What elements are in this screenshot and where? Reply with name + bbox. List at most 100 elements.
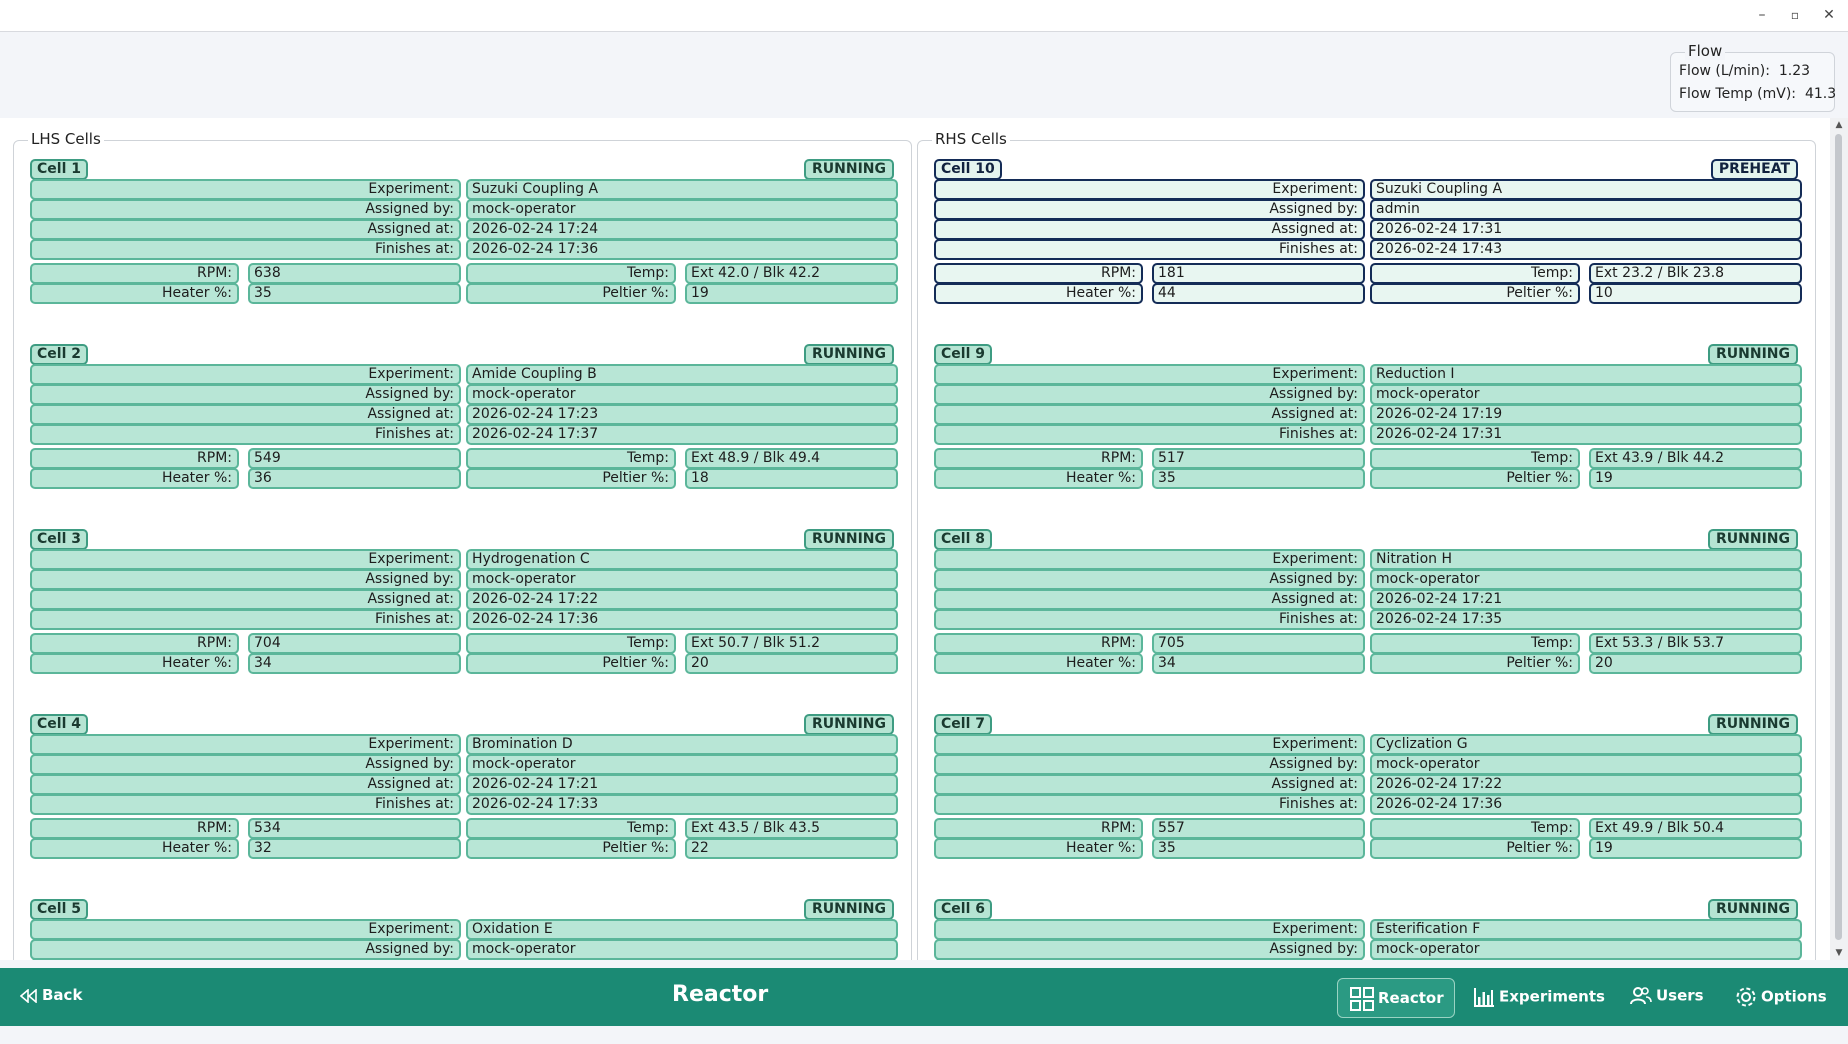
field-value-assigned_at: 2026-02-24 17:21: [1370, 589, 1802, 610]
field-value-temp: Ext 53.3 / Blk 53.7: [1589, 633, 1802, 654]
field-value-experiment: Suzuki Coupling A: [466, 179, 898, 200]
field-label-assigned_at: Assigned at:: [30, 774, 461, 795]
field-label-peltier: Peltier %:: [466, 468, 676, 489]
field-label-assigned_at: Assigned at:: [934, 589, 1365, 610]
nav-users-button[interactable]: Users: [1630, 986, 1704, 1006]
field-label-assigned_at: Assigned at:: [934, 404, 1365, 425]
field-label-assigned_by: Assigned by:: [934, 199, 1365, 220]
field-label-experiment: Experiment:: [934, 364, 1365, 385]
field-value-heater: 44: [1152, 283, 1365, 304]
field-label-rpm: RPM:: [934, 263, 1143, 284]
field-label-assigned_at: Assigned at:: [934, 219, 1365, 240]
field-value-assigned_at: 2026-02-24 17:22: [466, 589, 898, 610]
back-button[interactable]: Back: [19, 986, 82, 1004]
nav-users-label: Users: [1656, 986, 1704, 1005]
field-label-finishes_at: Finishes at:: [934, 239, 1365, 260]
field-label-experiment: Experiment:: [934, 549, 1365, 570]
cells-scroll-area[interactable]: LHS Cells Cell 1 RUNNING Experiment: Suzuki…: [0, 118, 1830, 960]
field-label-peltier: Peltier %:: [1370, 283, 1580, 304]
field-value-rpm: 549: [248, 448, 461, 469]
field-value-heater: 35: [248, 283, 461, 304]
maximize-icon[interactable]: ▫: [1790, 8, 1800, 22]
field-value-assigned_by: mock-operator: [1370, 939, 1802, 960]
field-value-assigned_by: mock-operator: [466, 569, 898, 590]
cell-status-badge: RUNNING: [804, 714, 894, 735]
field-label-rpm: RPM:: [30, 263, 239, 284]
cell-card: Cell 4 RUNNING Experiment: Bromination D Ass…: [30, 714, 898, 876]
field-value-temp: Ext 49.9 / Blk 50.4: [1589, 818, 1802, 839]
cell-name-badge: Cell 8: [934, 529, 992, 550]
field-label-temp: Temp:: [466, 448, 676, 469]
field-value-rpm: 638: [248, 263, 461, 284]
field-label-assigned_by: Assigned by:: [30, 754, 461, 775]
nav-reactor-label: Reactor: [1378, 989, 1444, 1007]
field-value-assigned_by: mock-operator: [466, 939, 898, 960]
field-value-finishes_at: 2026-02-24 17:36: [466, 239, 898, 260]
field-label-heater: Heater %:: [934, 468, 1143, 489]
cell-name-badge: Cell 9: [934, 344, 992, 365]
users-icon: [1630, 987, 1652, 1005]
field-value-assigned_by: mock-operator: [466, 199, 898, 220]
field-value-finishes_at: 2026-02-24 17:35: [1370, 609, 1802, 630]
cell-name-badge: Cell 3: [30, 529, 88, 550]
field-value-peltier: 10: [1589, 283, 1802, 304]
nav-reactor-button[interactable]: Reactor: [1337, 978, 1455, 1018]
field-value-temp: Ext 48.9 / Blk 49.4: [685, 448, 898, 469]
field-value-peltier: 19: [685, 283, 898, 304]
field-label-assigned_by: Assigned by:: [30, 939, 461, 960]
cell-card: Cell 9 RUNNING Experiment: Reduction I Assig…: [934, 344, 1802, 506]
scroll-up-icon[interactable]: ▲: [1835, 120, 1843, 130]
nav-options-button[interactable]: Options: [1735, 986, 1827, 1008]
field-label-finishes_at: Finishes at:: [934, 424, 1365, 445]
flow-group-title: Flow: [1685, 42, 1726, 60]
field-value-peltier: 18: [685, 468, 898, 489]
field-value-assigned_by: mock-operator: [1370, 569, 1802, 590]
field-label-assigned_at: Assigned at:: [934, 959, 1365, 960]
cell-status-badge: RUNNING: [1708, 344, 1798, 365]
cell-status-badge: RUNNING: [804, 529, 894, 550]
field-label-finishes_at: Finishes at:: [30, 794, 461, 815]
minimize-icon[interactable]: –: [1758, 7, 1766, 23]
field-label-finishes_at: Finishes at:: [934, 794, 1365, 815]
field-value-heater: 32: [248, 838, 461, 859]
field-label-assigned_by: Assigned by:: [934, 569, 1365, 590]
field-value-experiment: Amide Coupling B: [466, 364, 898, 385]
cell-card: Cell 8 RUNNING Experiment: Nitration H Assig…: [934, 529, 1802, 691]
field-value-experiment: Hydrogenation C: [466, 549, 898, 570]
field-value-heater: 35: [1152, 838, 1365, 859]
close-icon[interactable]: ✕: [1823, 7, 1835, 23]
field-value-assigned_at: [1370, 959, 1802, 960]
field-label-heater: Heater %:: [934, 653, 1143, 674]
field-label-rpm: RPM:: [934, 448, 1143, 469]
scroll-down-icon[interactable]: ▼: [1835, 948, 1843, 958]
field-value-experiment: Cyclization G: [1370, 734, 1802, 755]
field-label-assigned_at: Assigned at:: [30, 219, 461, 240]
field-value-temp: Ext 43.9 / Blk 44.2: [1589, 448, 1802, 469]
field-value-experiment: Esterification F: [1370, 919, 1802, 940]
field-value-assigned_by: mock-operator: [1370, 754, 1802, 775]
field-label-finishes_at: Finishes at:: [30, 424, 461, 445]
field-label-assigned_at: Assigned at:: [30, 959, 461, 960]
field-value-finishes_at: 2026-02-24 17:43: [1370, 239, 1802, 260]
rhs-cells-title: RHS Cells: [932, 130, 1010, 148]
field-value-heater: 34: [1152, 653, 1365, 674]
cell-status-badge: RUNNING: [1708, 529, 1798, 550]
vertical-scrollbar[interactable]: ▲ ▼: [1830, 118, 1848, 960]
nav-experiments-button[interactable]: Experiments: [1473, 986, 1605, 1008]
field-label-peltier: Peltier %:: [466, 653, 676, 674]
field-label-assigned_by: Assigned by:: [934, 754, 1365, 775]
scrollbar-thumb[interactable]: [1835, 134, 1842, 940]
field-label-assigned_by: Assigned by:: [30, 384, 461, 405]
field-value-rpm: 705: [1152, 633, 1365, 654]
field-value-finishes_at: 2026-02-24 17:36: [466, 609, 898, 630]
cell-card: Cell 2 RUNNING Experiment: Amide Coupling B…: [30, 344, 898, 506]
field-value-finishes_at: 2026-02-24 17:31: [1370, 424, 1802, 445]
field-label-experiment: Experiment:: [30, 919, 461, 940]
cell-name-badge: Cell 4: [30, 714, 88, 735]
field-label-peltier: Peltier %:: [1370, 838, 1580, 859]
rewind-icon: [19, 987, 37, 1004]
top-band: [0, 32, 1848, 118]
field-label-assigned_at: Assigned at:: [30, 589, 461, 610]
field-label-peltier: Peltier %:: [466, 283, 676, 304]
lhs-cells-title: LHS Cells: [28, 130, 104, 148]
